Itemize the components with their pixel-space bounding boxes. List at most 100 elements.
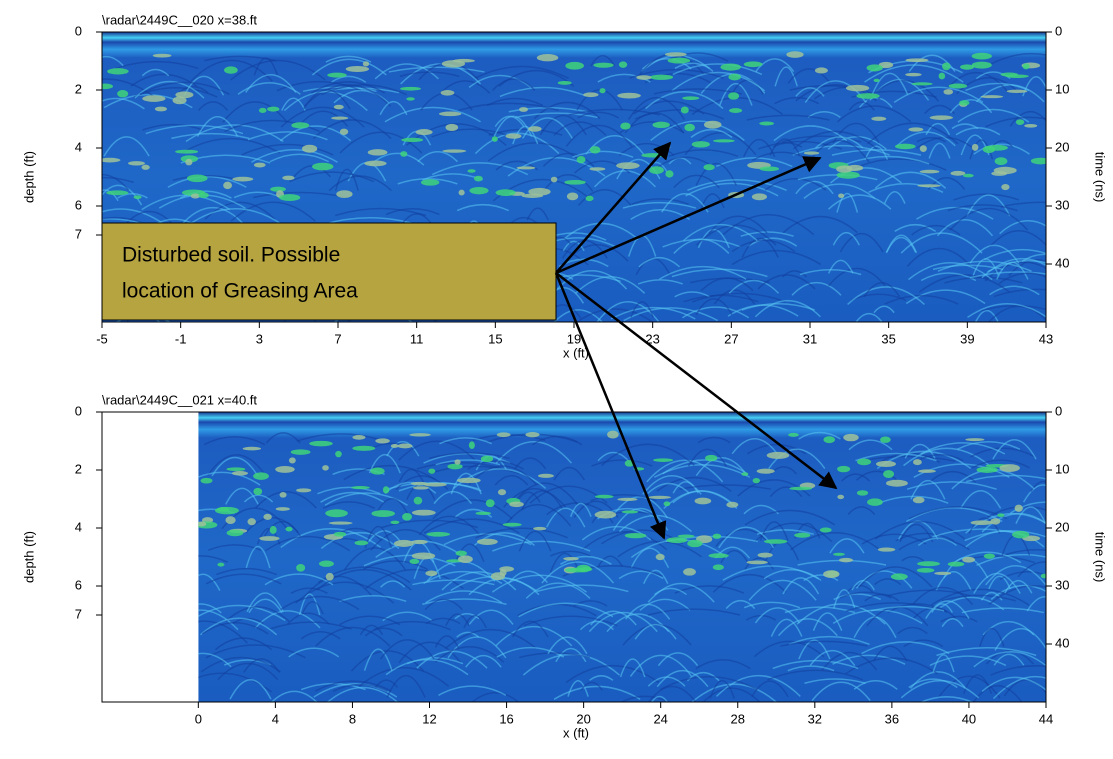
reflection: [874, 521, 966, 540]
reflection: [434, 635, 459, 648]
reflection: [748, 579, 817, 601]
reflection: [695, 659, 751, 670]
reflection: [728, 279, 780, 294]
blob: [983, 553, 996, 559]
blob: [594, 510, 617, 519]
y2-tick-label: 30: [1055, 197, 1069, 212]
reflection: [969, 244, 1020, 264]
x-axis-label: x (ft): [563, 725, 589, 740]
reflection: [972, 258, 1000, 276]
reflection: [315, 626, 391, 647]
reflection: [905, 507, 1003, 523]
blob: [263, 513, 272, 520]
blob: [667, 57, 691, 64]
reflection: [511, 620, 549, 638]
reflection: [932, 654, 955, 673]
reflection: [339, 595, 407, 603]
reflection: [589, 675, 614, 681]
blob: [705, 454, 718, 462]
reflection: [518, 530, 552, 552]
blob: [400, 151, 408, 157]
reflection: [625, 603, 671, 620]
reflection: [141, 68, 170, 77]
reflection: [864, 145, 889, 160]
blob: [516, 166, 536, 170]
reflection: [979, 627, 1005, 647]
reflection: [645, 91, 724, 110]
blob: [757, 552, 773, 558]
blob: [917, 469, 936, 473]
blob: [231, 471, 249, 476]
reflection: [894, 223, 937, 233]
blob: [411, 552, 436, 560]
blob: [225, 516, 236, 524]
reflection: [303, 84, 392, 107]
reflection: [811, 681, 871, 702]
reflection: [617, 540, 702, 558]
panels: \radar\2449C__020 x=38.ft-5 -1 3 7 11 15 19 23 2…: [21, 12, 1107, 740]
blob: [550, 176, 558, 183]
reflection: [518, 652, 590, 659]
reflection: [695, 298, 733, 316]
reflection: [897, 626, 928, 635]
reflection: [674, 62, 711, 70]
blob: [837, 465, 851, 473]
x-tick-label: 16: [499, 711, 513, 726]
blob: [397, 443, 413, 449]
reflection: [953, 551, 1022, 564]
blob: [1022, 63, 1030, 70]
reflection: [311, 58, 387, 76]
reflection: [832, 231, 861, 246]
blob: [411, 509, 436, 516]
reflection: [798, 431, 841, 440]
reflection: [627, 96, 685, 120]
blob: [866, 64, 883, 72]
reflection: [782, 577, 820, 595]
blob: [117, 89, 129, 98]
reflection: [772, 142, 803, 148]
blob: [400, 86, 421, 91]
blob: [766, 451, 790, 459]
reflection: [207, 454, 267, 476]
reflection: [269, 153, 329, 163]
blob: [908, 127, 924, 132]
reflection: [456, 203, 509, 212]
blob: [962, 556, 976, 563]
blob: [521, 193, 544, 198]
reflection: [301, 601, 324, 615]
x-tick-label: 35: [881, 331, 895, 346]
reflection: [142, 123, 204, 131]
y-axis-label: depth (ft): [21, 151, 36, 203]
blob: [445, 123, 459, 132]
reflection: [241, 143, 334, 156]
reflection: [382, 611, 433, 622]
reflection: [167, 175, 247, 188]
reflection: [874, 171, 947, 189]
reflection: [439, 80, 491, 94]
reflection: [251, 149, 338, 163]
reflection: [744, 509, 836, 526]
reflection: [358, 667, 450, 687]
blob: [285, 526, 293, 532]
reflection: [803, 183, 876, 199]
reflection: [320, 531, 400, 549]
reflection: [996, 261, 1029, 280]
reflection: [949, 207, 1029, 231]
blob: [318, 560, 334, 567]
blob: [648, 495, 671, 499]
blob: [473, 175, 483, 182]
annotation-line: Disturbed soil. Possible: [122, 244, 340, 267]
reflection: [572, 150, 634, 158]
reflection: [773, 125, 848, 142]
reflection: [989, 285, 1040, 296]
x-tick-label: 19: [567, 331, 581, 346]
blob: [980, 95, 1004, 99]
reflection: [198, 603, 222, 614]
reflection: [214, 637, 273, 651]
reflection: [893, 86, 984, 104]
reflection: [556, 270, 628, 290]
reflection: [280, 595, 360, 611]
blob: [106, 190, 129, 196]
reflection: [1001, 201, 1046, 208]
blob: [242, 446, 262, 451]
